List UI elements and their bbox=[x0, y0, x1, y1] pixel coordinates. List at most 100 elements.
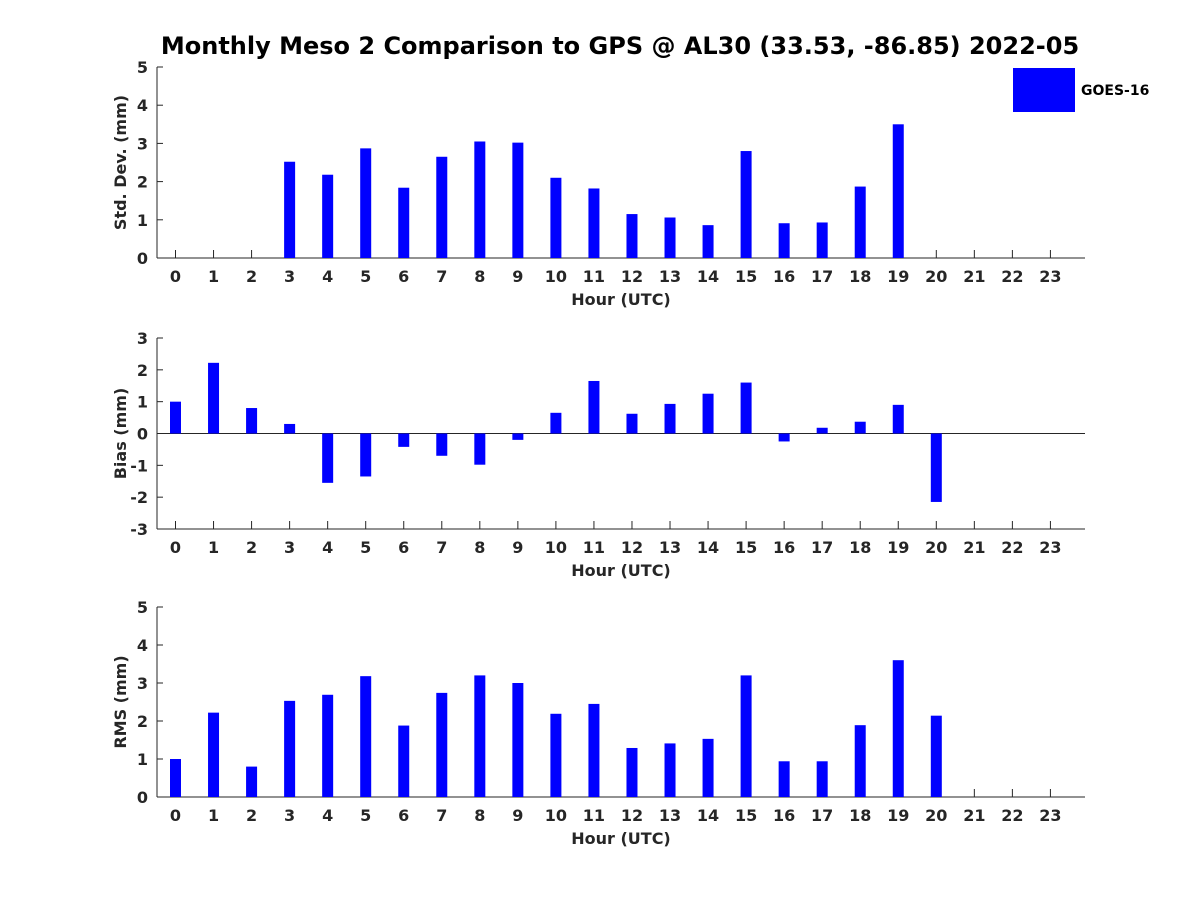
x-tick-label: 20 bbox=[925, 806, 947, 825]
x-tick-label: 18 bbox=[849, 267, 871, 286]
y-tick-label: 2 bbox=[137, 361, 148, 380]
bar-hour-16 bbox=[778, 223, 790, 258]
x-tick-label: 11 bbox=[583, 538, 605, 557]
bar-hour-18 bbox=[854, 421, 866, 434]
x-tick-label: 6 bbox=[398, 538, 409, 557]
x-tick-label: 9 bbox=[512, 267, 523, 286]
y-axis-label: RMS (mm) bbox=[111, 655, 130, 748]
bar-hour-7 bbox=[436, 433, 448, 456]
bar-hour-13 bbox=[664, 217, 676, 258]
x-tick-label: 15 bbox=[735, 538, 757, 557]
x-tick-label: 9 bbox=[512, 538, 523, 557]
bar-hour-14 bbox=[702, 393, 714, 434]
bar-hour-7 bbox=[436, 156, 448, 258]
x-tick-label: 18 bbox=[849, 806, 871, 825]
bar-hour-1 bbox=[208, 712, 220, 797]
x-tick-label: 17 bbox=[811, 806, 833, 825]
legend-label: GOES-16 bbox=[1081, 83, 1149, 99]
x-tick-label: 16 bbox=[773, 538, 795, 557]
x-tick-label: 6 bbox=[398, 267, 409, 286]
y-axis-label: Bias (mm) bbox=[111, 388, 130, 480]
bar-hour-7 bbox=[436, 692, 448, 797]
x-tick-label: 5 bbox=[360, 806, 371, 825]
bar-hour-1 bbox=[208, 362, 220, 434]
x-tick-label: 21 bbox=[963, 538, 985, 557]
bar-hour-12 bbox=[626, 413, 638, 434]
bar-hour-8 bbox=[474, 675, 486, 797]
bar-hour-4 bbox=[322, 174, 334, 258]
bar-hour-8 bbox=[474, 141, 486, 258]
bar-hour-15 bbox=[740, 151, 752, 258]
x-tick-label: 0 bbox=[170, 267, 181, 286]
x-tick-label: 19 bbox=[887, 538, 909, 557]
x-tick-label: 4 bbox=[322, 538, 333, 557]
x-tick-label: 2 bbox=[246, 806, 257, 825]
bar-hour-9 bbox=[512, 433, 524, 440]
bar-hour-2 bbox=[246, 408, 258, 434]
bar-hour-9 bbox=[512, 683, 524, 797]
x-tick-label: 12 bbox=[621, 806, 643, 825]
bar-hour-17 bbox=[816, 427, 828, 434]
x-tick-label: 16 bbox=[773, 806, 795, 825]
bar-hour-14 bbox=[702, 225, 714, 258]
x-tick-label: 10 bbox=[545, 538, 567, 557]
x-tick-label: 0 bbox=[170, 538, 181, 557]
bar-hour-17 bbox=[816, 222, 828, 258]
bar-hour-15 bbox=[740, 382, 752, 434]
x-tick-label: 7 bbox=[436, 538, 447, 557]
y-tick-label: 0 bbox=[137, 249, 148, 268]
x-tick-label: 11 bbox=[583, 267, 605, 286]
x-tick-label: 6 bbox=[398, 806, 409, 825]
y-tick-label: 5 bbox=[137, 58, 148, 77]
x-tick-label: 19 bbox=[887, 806, 909, 825]
x-tick-label: 14 bbox=[697, 267, 719, 286]
x-tick-label: 15 bbox=[735, 267, 757, 286]
bar-hour-3 bbox=[284, 700, 296, 797]
bar-hour-9 bbox=[512, 142, 524, 258]
bar-hour-11 bbox=[588, 188, 600, 258]
legend-swatch bbox=[1013, 68, 1075, 112]
y-tick-label: -1 bbox=[130, 456, 148, 475]
x-tick-label: 21 bbox=[963, 806, 985, 825]
bar-hour-18 bbox=[854, 186, 866, 258]
bar-hour-18 bbox=[854, 725, 866, 797]
y-axis-label: Std. Dev. (mm) bbox=[111, 95, 130, 230]
y-tick-label: -2 bbox=[130, 488, 148, 507]
x-tick-label: 11 bbox=[583, 806, 605, 825]
bar-hour-5 bbox=[360, 433, 372, 477]
x-tick-label: 0 bbox=[170, 806, 181, 825]
x-tick-label: 13 bbox=[659, 806, 681, 825]
x-axis-label: Hour (UTC) bbox=[571, 561, 671, 580]
bar-hour-19 bbox=[892, 124, 904, 258]
y-tick-label: 3 bbox=[137, 134, 148, 153]
y-tick-label: 1 bbox=[137, 393, 148, 412]
x-tick-label: 3 bbox=[284, 267, 295, 286]
x-tick-label: 14 bbox=[697, 806, 719, 825]
bar-hour-2 bbox=[246, 766, 258, 797]
bar-hour-19 bbox=[892, 660, 904, 797]
x-tick-label: 23 bbox=[1039, 267, 1061, 286]
x-tick-label: 8 bbox=[474, 806, 485, 825]
y-tick-label: 3 bbox=[137, 674, 148, 693]
x-tick-label: 23 bbox=[1039, 806, 1061, 825]
x-axis-label: Hour (UTC) bbox=[571, 829, 671, 848]
x-tick-label: 1 bbox=[208, 538, 219, 557]
bar-hour-10 bbox=[550, 713, 562, 797]
bar-hour-0 bbox=[170, 401, 181, 434]
y-tick-label: 0 bbox=[137, 788, 148, 807]
x-tick-label: 10 bbox=[545, 267, 567, 286]
y-tick-label: 2 bbox=[137, 712, 148, 731]
bar-hour-14 bbox=[702, 738, 714, 797]
bar-hour-0 bbox=[170, 759, 181, 797]
x-tick-label: 13 bbox=[659, 267, 681, 286]
x-tick-label: 4 bbox=[322, 267, 333, 286]
bar-hour-3 bbox=[284, 161, 296, 258]
x-tick-label: 8 bbox=[474, 267, 485, 286]
x-tick-label: 22 bbox=[1001, 267, 1023, 286]
y-tick-label: 4 bbox=[137, 636, 148, 655]
chart-title: Monthly Meso 2 Comparison to GPS @ AL30 … bbox=[161, 32, 1079, 60]
y-tick-label: 0 bbox=[137, 425, 148, 444]
x-tick-label: 5 bbox=[360, 538, 371, 557]
x-tick-label: 4 bbox=[322, 806, 333, 825]
bar-hour-4 bbox=[322, 694, 334, 797]
